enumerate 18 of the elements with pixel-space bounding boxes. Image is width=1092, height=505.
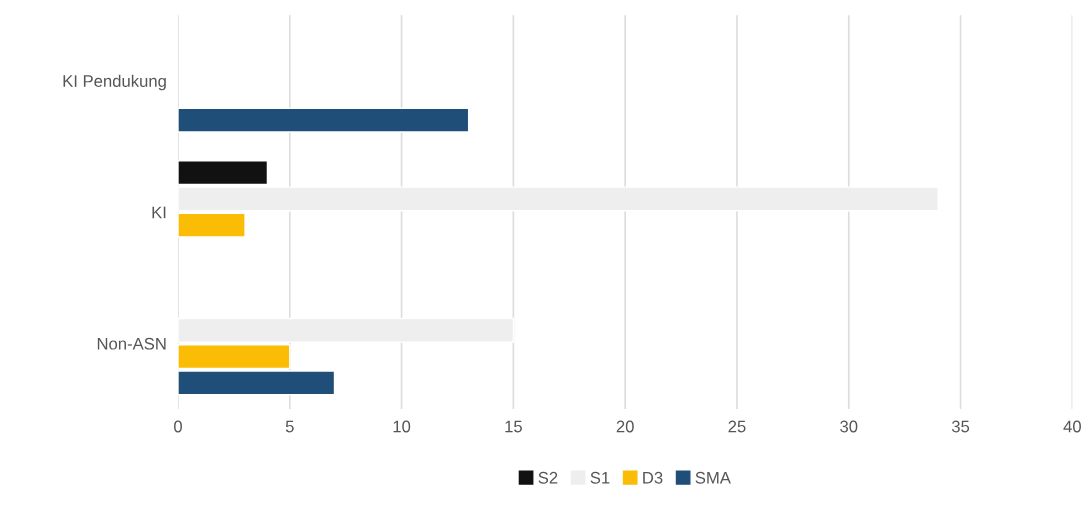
- x-tick-label: 10: [393, 420, 411, 433]
- y-tick-label: KI Pendukung: [63, 74, 166, 91]
- x-tick-label: 5: [285, 420, 294, 433]
- bar: [178, 212, 246, 238]
- bar: [178, 107, 470, 133]
- legend-label: SMA: [695, 471, 731, 484]
- y-tick-label: Non-ASN: [97, 337, 166, 350]
- x-tick-label: 15: [505, 420, 522, 433]
- x-tick-label: 0: [174, 420, 182, 433]
- x-tick-label: 25: [728, 420, 746, 433]
- legend-label: D3: [643, 471, 663, 484]
- x-tick-label: 20: [616, 420, 634, 433]
- y-tick-label: KI: [152, 206, 166, 219]
- x-tick-label: 30: [840, 420, 858, 433]
- x-tick-label: 35: [951, 420, 970, 433]
- x-tick-label: 40: [1063, 420, 1081, 433]
- legend-label: S1: [590, 471, 610, 484]
- legend-label: S2: [538, 471, 558, 484]
